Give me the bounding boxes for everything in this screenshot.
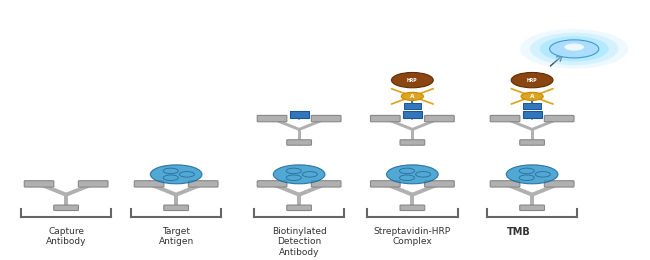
Text: Biotinylated
Detection
Antibody: Biotinylated Detection Antibody <box>272 227 326 257</box>
FancyBboxPatch shape <box>400 205 424 211</box>
Text: HRP: HRP <box>407 78 418 83</box>
Text: TMB: TMB <box>507 227 531 237</box>
FancyBboxPatch shape <box>520 140 545 145</box>
Circle shape <box>540 36 608 62</box>
FancyBboxPatch shape <box>24 181 54 187</box>
Circle shape <box>564 43 584 51</box>
Text: Target
Antigen: Target Antigen <box>159 227 194 246</box>
FancyBboxPatch shape <box>400 140 424 145</box>
FancyBboxPatch shape <box>54 205 79 211</box>
FancyBboxPatch shape <box>135 181 164 187</box>
FancyBboxPatch shape <box>164 205 188 211</box>
Circle shape <box>530 33 618 65</box>
FancyBboxPatch shape <box>424 115 454 122</box>
Text: HRP: HRP <box>526 78 538 83</box>
FancyBboxPatch shape <box>79 181 108 187</box>
Circle shape <box>387 165 438 184</box>
Circle shape <box>521 92 543 100</box>
Circle shape <box>506 165 558 184</box>
FancyBboxPatch shape <box>257 181 287 187</box>
Circle shape <box>550 40 599 58</box>
Circle shape <box>520 29 629 69</box>
FancyBboxPatch shape <box>424 181 454 187</box>
Circle shape <box>401 92 423 100</box>
FancyBboxPatch shape <box>544 181 574 187</box>
FancyBboxPatch shape <box>370 181 400 187</box>
FancyBboxPatch shape <box>490 115 520 122</box>
FancyBboxPatch shape <box>188 181 218 187</box>
FancyBboxPatch shape <box>311 115 341 122</box>
FancyBboxPatch shape <box>287 205 311 211</box>
FancyBboxPatch shape <box>490 181 520 187</box>
Text: Streptavidin-HRP
Complex: Streptavidin-HRP Complex <box>374 227 451 246</box>
Circle shape <box>511 73 553 88</box>
Circle shape <box>150 165 202 184</box>
Circle shape <box>273 165 325 184</box>
FancyBboxPatch shape <box>287 140 311 145</box>
Text: A: A <box>530 94 534 99</box>
FancyBboxPatch shape <box>257 115 287 122</box>
FancyBboxPatch shape <box>370 115 400 122</box>
Text: Capture
Antibody: Capture Antibody <box>46 227 86 246</box>
Text: A: A <box>410 94 415 99</box>
FancyBboxPatch shape <box>520 205 545 211</box>
Circle shape <box>391 73 434 88</box>
FancyBboxPatch shape <box>311 181 341 187</box>
FancyBboxPatch shape <box>544 115 574 122</box>
